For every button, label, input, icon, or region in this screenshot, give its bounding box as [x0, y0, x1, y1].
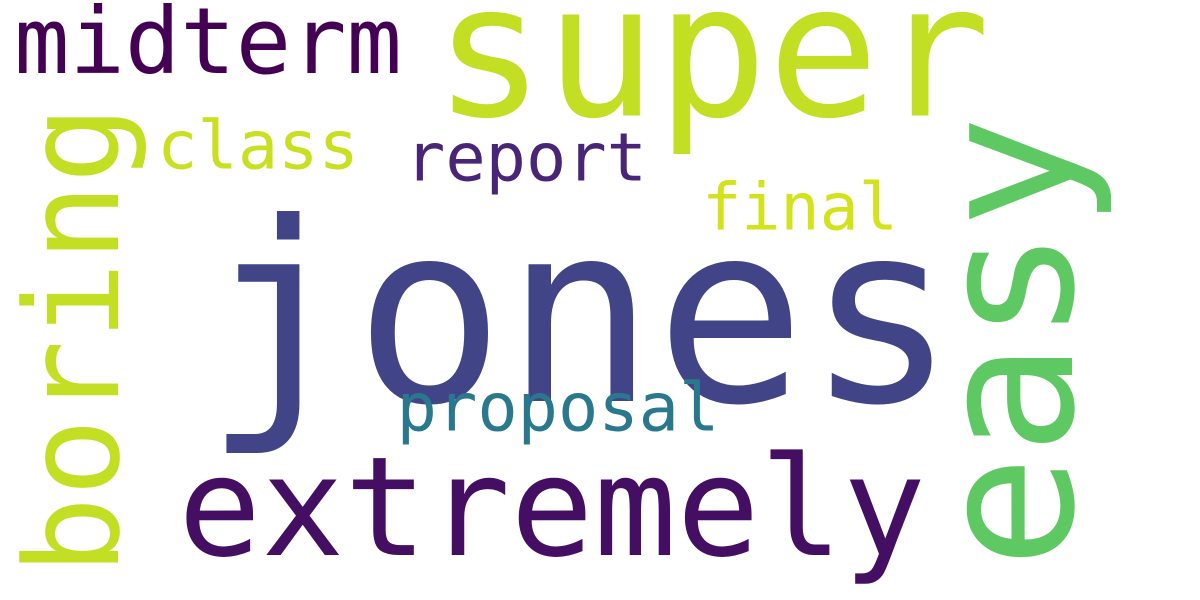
- word-report: report: [404, 118, 648, 197]
- word-super: super: [433, 0, 991, 160]
- word-midterm: midterm: [14, 0, 402, 95]
- word-class: class: [157, 106, 359, 185]
- word-extremely: extremely: [178, 427, 926, 588]
- word-final: final: [702, 170, 898, 246]
- word-boring: boring: [0, 105, 149, 575]
- word-easy: easy: [898, 115, 1117, 569]
- word-jones: jones: [203, 169, 957, 460]
- word-proposal: proposal: [396, 368, 720, 447]
